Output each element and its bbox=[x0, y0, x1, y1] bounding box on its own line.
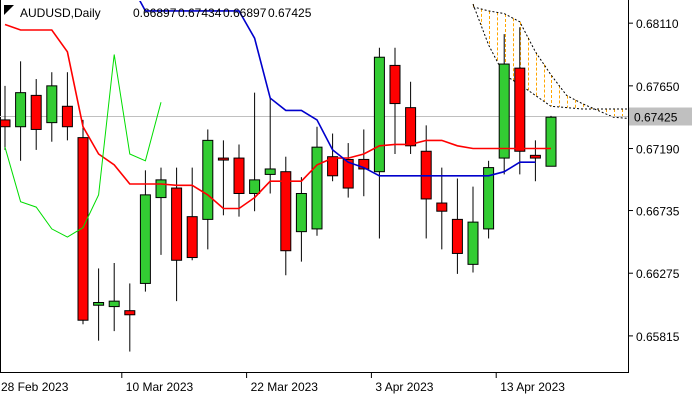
candle-body bbox=[249, 179, 261, 194]
ohlc-open: 0.66897 bbox=[133, 6, 177, 20]
x-tick-label: 22 Mar 2023 bbox=[251, 380, 319, 394]
candle-body bbox=[342, 158, 354, 189]
candle-body bbox=[1, 119, 11, 128]
candle-body bbox=[358, 158, 370, 170]
candle-body bbox=[264, 168, 276, 175]
candle-body bbox=[233, 157, 245, 194]
ohlc-low: 0.66897 bbox=[223, 6, 267, 20]
candle-body bbox=[280, 171, 292, 252]
x-tick-label: 10 Mar 2023 bbox=[126, 380, 194, 394]
y-tick-label: 0.68110 bbox=[636, 17, 679, 31]
candle-body bbox=[311, 146, 323, 230]
symbol-label: AUDUSD,Daily bbox=[20, 6, 101, 20]
candlestick-series bbox=[1, 27, 557, 352]
candle-body bbox=[93, 302, 105, 306]
candle-body bbox=[77, 137, 89, 321]
menu-triangle-icon[interactable] bbox=[4, 5, 14, 15]
candle-body bbox=[61, 105, 73, 128]
y-tick-label: 0.65815 bbox=[636, 330, 680, 344]
candle-body bbox=[30, 94, 42, 130]
candle-body bbox=[217, 157, 229, 161]
x-tick-label: 28 Feb 2023 bbox=[1, 380, 69, 394]
indicator-lines bbox=[4, 1, 551, 238]
candle-body bbox=[498, 63, 510, 159]
candle-body bbox=[186, 216, 198, 259]
ichimoku-cloud bbox=[472, 3, 628, 119]
candle-body bbox=[295, 192, 307, 233]
candle-body bbox=[545, 116, 557, 167]
current-price-label: 0.67425 bbox=[634, 111, 678, 125]
candle-body bbox=[467, 221, 479, 265]
senkou-span-b-line bbox=[472, 6, 628, 119]
candle-body bbox=[155, 179, 167, 199]
candle-body bbox=[139, 194, 151, 284]
ohlc-high: 0.67434 bbox=[178, 6, 222, 20]
y-tick-label: 0.67650 bbox=[636, 80, 680, 94]
y-tick-label: 0.67190 bbox=[636, 143, 680, 157]
candle-body bbox=[373, 56, 385, 173]
candle-body bbox=[327, 156, 339, 177]
candle-body bbox=[529, 154, 541, 159]
y-tick-label: 0.66275 bbox=[636, 267, 680, 281]
candle-body bbox=[514, 67, 526, 152]
time-axis[interactable]: 28 Feb 2023 10 Mar 2023 22 Mar 2023 3 Apr 2… bbox=[0, 372, 565, 394]
current-price-marker: 0.67425 bbox=[629, 107, 692, 126]
candle-body bbox=[451, 218, 463, 254]
chart-header: AUDUSD,Daily 0.66897 0.67434 0.66897 0.6… bbox=[4, 5, 312, 20]
price-axis[interactable]: 0.68110 0.67650 0.67190 0.66735 0.66275 0.658… bbox=[628, 17, 680, 344]
chikou-span-line bbox=[4, 54, 162, 238]
candle-body bbox=[405, 107, 417, 147]
candle-body bbox=[124, 310, 136, 316]
candle-body bbox=[108, 300, 120, 308]
y-tick-label: 0.66735 bbox=[636, 205, 680, 219]
candle-body bbox=[389, 64, 401, 105]
ohlc-close: 0.67425 bbox=[268, 6, 312, 20]
tenkan-sen-line bbox=[139, 1, 536, 177]
candle-body bbox=[483, 167, 495, 230]
current-price-label-bg bbox=[629, 107, 692, 126]
candle-body bbox=[436, 202, 448, 212]
candle-body bbox=[15, 92, 27, 128]
x-tick-label: 3 Apr 2023 bbox=[375, 380, 433, 394]
candle-body bbox=[202, 139, 214, 220]
candle-body bbox=[171, 187, 183, 261]
x-tick-label: 13 Apr 2023 bbox=[500, 380, 565, 394]
kijun-sen-line bbox=[4, 23, 551, 210]
candle-body bbox=[46, 85, 58, 124]
